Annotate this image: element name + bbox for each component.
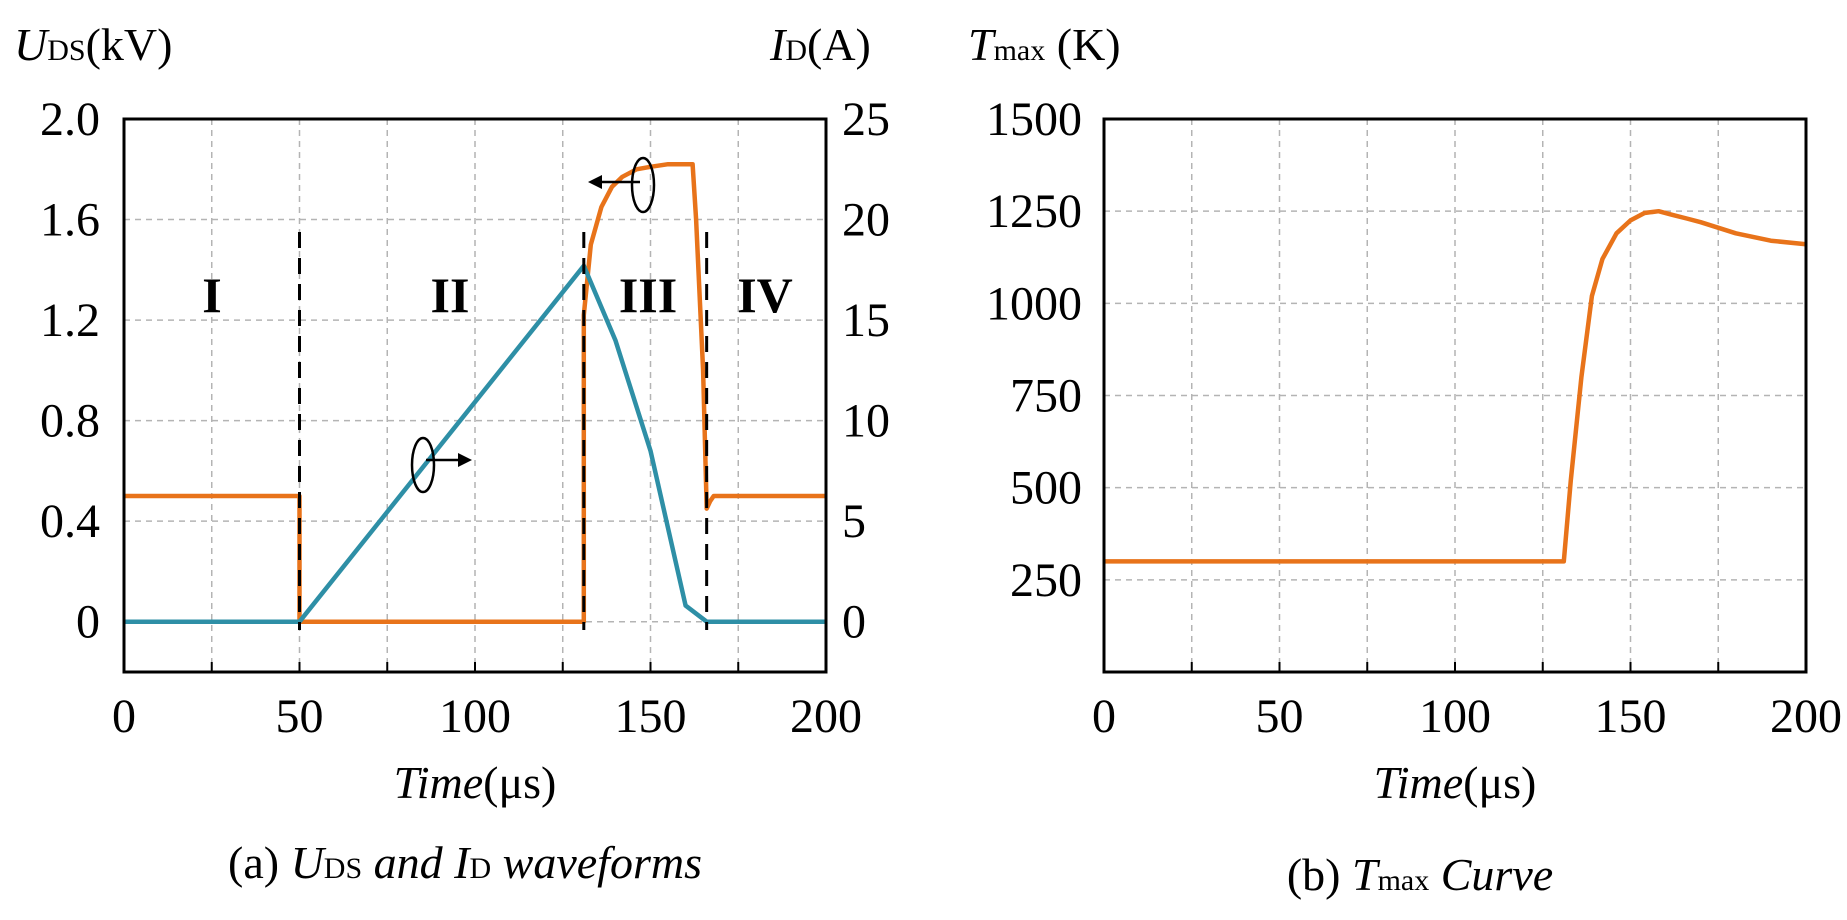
panel-a-tick-labels: 0 50 100 150 200 0 0.4 0.8 1.2 1.6 2.0 0 5 10 15 20 25 (40, 93, 890, 743)
y-right-tick-label: 25 (842, 93, 890, 146)
y-right-tick-label: 10 (842, 395, 890, 448)
left-axis-indicator-arrow (588, 156, 656, 214)
region-label-3: III (619, 267, 677, 323)
panel-b-tick-labels: 0 50 100 150 200 250 500 750 1000 1250 1500 (986, 93, 1842, 743)
panel-b-plot-frame (1102, 117, 1808, 674)
region-label-1: I (202, 267, 221, 323)
panel-b-caption: (b) Tmax Curve (1287, 849, 1553, 900)
region-label-4: IV (737, 267, 793, 323)
panel-b-xlabel: Time(μs) (1374, 757, 1537, 808)
panel-b-series (1104, 208, 1807, 564)
y-left-tick-label: 0.4 (40, 495, 100, 548)
panel-a-left-ylabel: UDS(kV) (14, 19, 172, 70)
panel-a-plot-frame (122, 117, 828, 674)
x-tick-label: 50 (1256, 690, 1304, 743)
y-tick-label: 1250 (986, 185, 1082, 238)
y-left-tick-label: 0.8 (40, 395, 100, 448)
x-tick-label: 50 (276, 690, 324, 743)
panel-b: 0 50 100 150 200 250 500 750 1000 1250 1500 Tmax (… (968, 19, 1842, 900)
y-left-tick-label: 0 (76, 596, 100, 649)
x-tick-label: 200 (1770, 690, 1842, 743)
y-tick-label: 250 (1010, 554, 1082, 607)
panel-a: 0 50 100 150 200 0 0.4 0.8 1.2 1.6 2.0 0 5 10 15 20 25 I… (14, 19, 890, 888)
right-axis-indicator-arrow (410, 436, 472, 494)
x-tick-label: 0 (1092, 690, 1116, 743)
x-tick-label: 150 (615, 690, 687, 743)
y-left-tick-label: 1.2 (40, 294, 100, 347)
y-left-tick-label: 2.0 (40, 93, 100, 146)
x-tick-label: 150 (1595, 690, 1667, 743)
series-line-id (124, 263, 826, 624)
series-line-tmax (1104, 208, 1807, 564)
region-label-2: II (431, 267, 470, 323)
y-right-tick-label: 0 (842, 596, 866, 649)
y-right-tick-label: 5 (842, 495, 866, 548)
panel-a-caption: (a) UDS and ID waveforms (228, 837, 702, 888)
x-tick-label: 200 (790, 690, 862, 743)
panel-b-grid (1104, 119, 1806, 672)
panel-a-xlabel: Time(μs) (394, 757, 557, 808)
y-left-tick-label: 1.6 (40, 194, 100, 247)
x-tick-label: 0 (112, 690, 136, 743)
panel-a-right-ylabel: ID(A) (769, 19, 871, 70)
y-tick-label: 500 (1010, 462, 1082, 515)
x-tick-label: 100 (1419, 690, 1491, 743)
y-tick-label: 750 (1010, 370, 1082, 423)
panel-b-ylabel: Tmax (K) (968, 19, 1121, 70)
y-right-tick-label: 15 (842, 294, 890, 347)
x-tick-label: 100 (439, 690, 511, 743)
y-right-tick-label: 20 (842, 194, 890, 247)
y-tick-label: 1500 (986, 93, 1082, 146)
panel-a-region-boundaries (298, 232, 709, 630)
y-tick-label: 1000 (986, 277, 1082, 330)
panel-a-grid (124, 119, 826, 672)
